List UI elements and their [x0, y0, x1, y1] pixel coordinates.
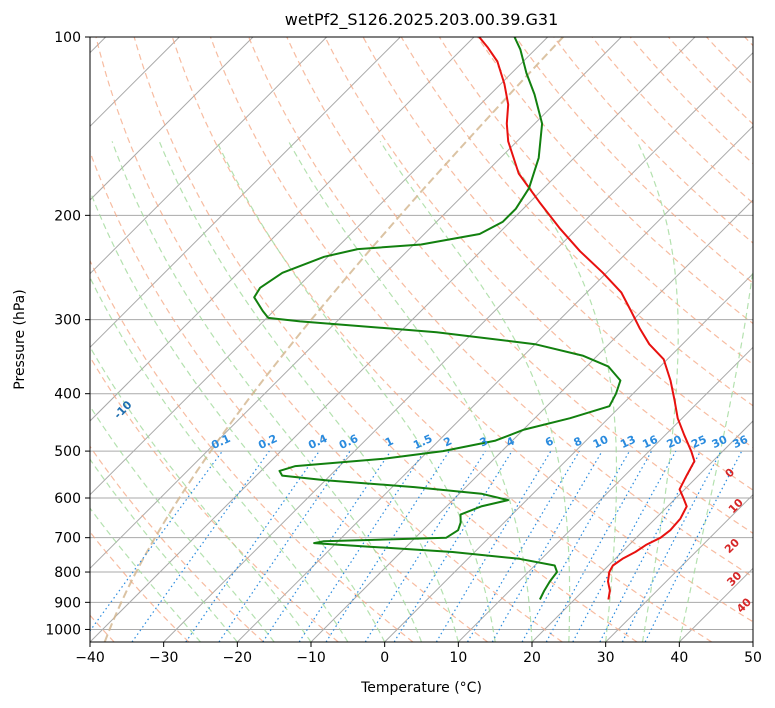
- profile-series: [253, 37, 696, 600]
- mixing-ratio-line: [131, 450, 270, 642]
- mixing-ratio-line: [90, 450, 223, 632]
- chart-title: wetPf2_S126.2025.203.00.39.G31: [285, 10, 559, 30]
- y-tick-label: 200: [54, 208, 81, 224]
- dewpoint-profile-line: [253, 37, 622, 600]
- mixing-ratio-label: 10: [591, 433, 611, 451]
- x-tick-label: 40: [670, 650, 688, 666]
- moist-adiabats: [90, 140, 753, 642]
- mixing-ratio-label: 36: [731, 433, 751, 451]
- moist-adiabat-line: [90, 405, 275, 642]
- temperature-profile-line: [478, 37, 696, 600]
- mixing-ratio-line: [325, 450, 450, 642]
- dry-adiabat-line: [248, 37, 753, 578]
- y-tick-label: 1000: [45, 622, 81, 638]
- plot-frame: [89, 36, 754, 643]
- mixing-ratio-label: 25: [689, 433, 708, 451]
- x-tick-label: 50: [744, 650, 762, 666]
- x-tick-label: 0: [380, 650, 389, 666]
- dry-adiabat-line: [209, 37, 753, 623]
- x-axis-title: Temperature (°C): [360, 680, 482, 696]
- dry-adiabat-line: [90, 259, 414, 642]
- dry-adiabat-line: [515, 37, 753, 284]
- dry-adiabat-line: [133, 37, 638, 642]
- isotherm-line: [384, 272, 753, 642]
- mixing-ratio-line: [545, 450, 653, 642]
- y-tick-label: 900: [54, 595, 81, 611]
- isotherm-line: [605, 493, 753, 642]
- ice-line: [103, 37, 564, 642]
- y-tick-label: 800: [54, 565, 81, 581]
- x-tick-label: 30: [597, 650, 615, 666]
- ice-line-curve: [103, 37, 564, 642]
- moist-adiabat-line: [287, 141, 533, 642]
- dry-adiabat-line: [171, 37, 713, 642]
- isotherm-line: [90, 37, 475, 422]
- mixing-ratio-line: [364, 450, 486, 642]
- mixing-ratio-line: [572, 450, 677, 642]
- x-tick-label: −20: [223, 650, 253, 666]
- isotherm-line: [163, 51, 753, 642]
- dry-adiabat-line: [629, 37, 753, 165]
- isotherm-line: [90, 37, 401, 349]
- moist-adiabat-line: [90, 507, 201, 642]
- isotherm-line: [90, 37, 328, 275]
- x-axis-ticks: −40 −30 −20 −10 0 10 20 30 40 50: [75, 642, 762, 666]
- mixing-ratio-line: [521, 450, 631, 642]
- moist-adiabat-line: [111, 141, 423, 642]
- isotherm-line: [90, 37, 622, 570]
- isotherm-line: [531, 420, 753, 642]
- mixing-ratio-label: 20: [665, 433, 685, 451]
- isotherm-gridlines: [90, 37, 753, 642]
- moist-adiabat-line: [497, 140, 618, 642]
- isotherm-line: [90, 37, 254, 201]
- mixing-ratio-label: 16: [640, 433, 660, 451]
- y-axis-title: Pressure (hPa): [12, 289, 28, 389]
- dry-adiabat-line: [90, 445, 264, 642]
- dry-adiabat-line: [362, 37, 753, 449]
- y-tick-label: 400: [54, 387, 81, 403]
- x-tick-label: −30: [149, 650, 179, 666]
- y-tick-label: 500: [54, 444, 81, 460]
- isotherm-line: [90, 37, 549, 496]
- dry-adiabat-line: [324, 37, 753, 491]
- moist-adiabat-line: [216, 141, 496, 642]
- dry-adiabat-line: [95, 37, 563, 642]
- mixing-ratio-line: [185, 450, 320, 642]
- moist-adiabat-line: [90, 458, 238, 642]
- y-tick-label: 600: [54, 491, 81, 507]
- mixing-ratio-label: 30: [710, 433, 730, 451]
- moist-adiabat-line: [90, 276, 349, 642]
- mixing-ratio-line: [435, 450, 552, 642]
- mixing-ratio-line: [491, 450, 603, 642]
- mixing-ratio-line: [466, 450, 580, 642]
- moist-adiabat-line: [158, 141, 459, 642]
- x-tick-label: −10: [296, 650, 326, 666]
- x-tick-label: 20: [523, 650, 541, 666]
- moist-adiabat-line: [678, 264, 753, 642]
- plot-area: 0.10.20.40.611.52346810131620253036-100-…: [90, 37, 754, 642]
- moist-adiabat-line: [90, 189, 386, 642]
- dry-adiabat-line: [591, 37, 753, 204]
- y-tick-label: 100: [54, 30, 81, 46]
- mixing-ratio-line: [393, 450, 513, 642]
- mixing-ratio-lines: [90, 450, 743, 642]
- moist-adiabat-line: [636, 141, 679, 642]
- isotherm-line: [457, 346, 753, 642]
- moist-adiabat-label: 40: [734, 595, 754, 615]
- y-tick-label: 300: [54, 313, 81, 329]
- moist-adiabat-line: [90, 345, 312, 642]
- x-tick-label: 10: [449, 650, 467, 666]
- mixing-ratio-label: 13: [618, 433, 637, 451]
- y-tick-label: 700: [54, 531, 81, 547]
- moist-adiabat-line: [379, 140, 571, 642]
- y-axis-ticks: 100 200 300 400 500 600 700 800 900 1000: [45, 30, 90, 638]
- dry-adiabat-line: [477, 37, 753, 325]
- x-tick-label: −40: [75, 650, 105, 666]
